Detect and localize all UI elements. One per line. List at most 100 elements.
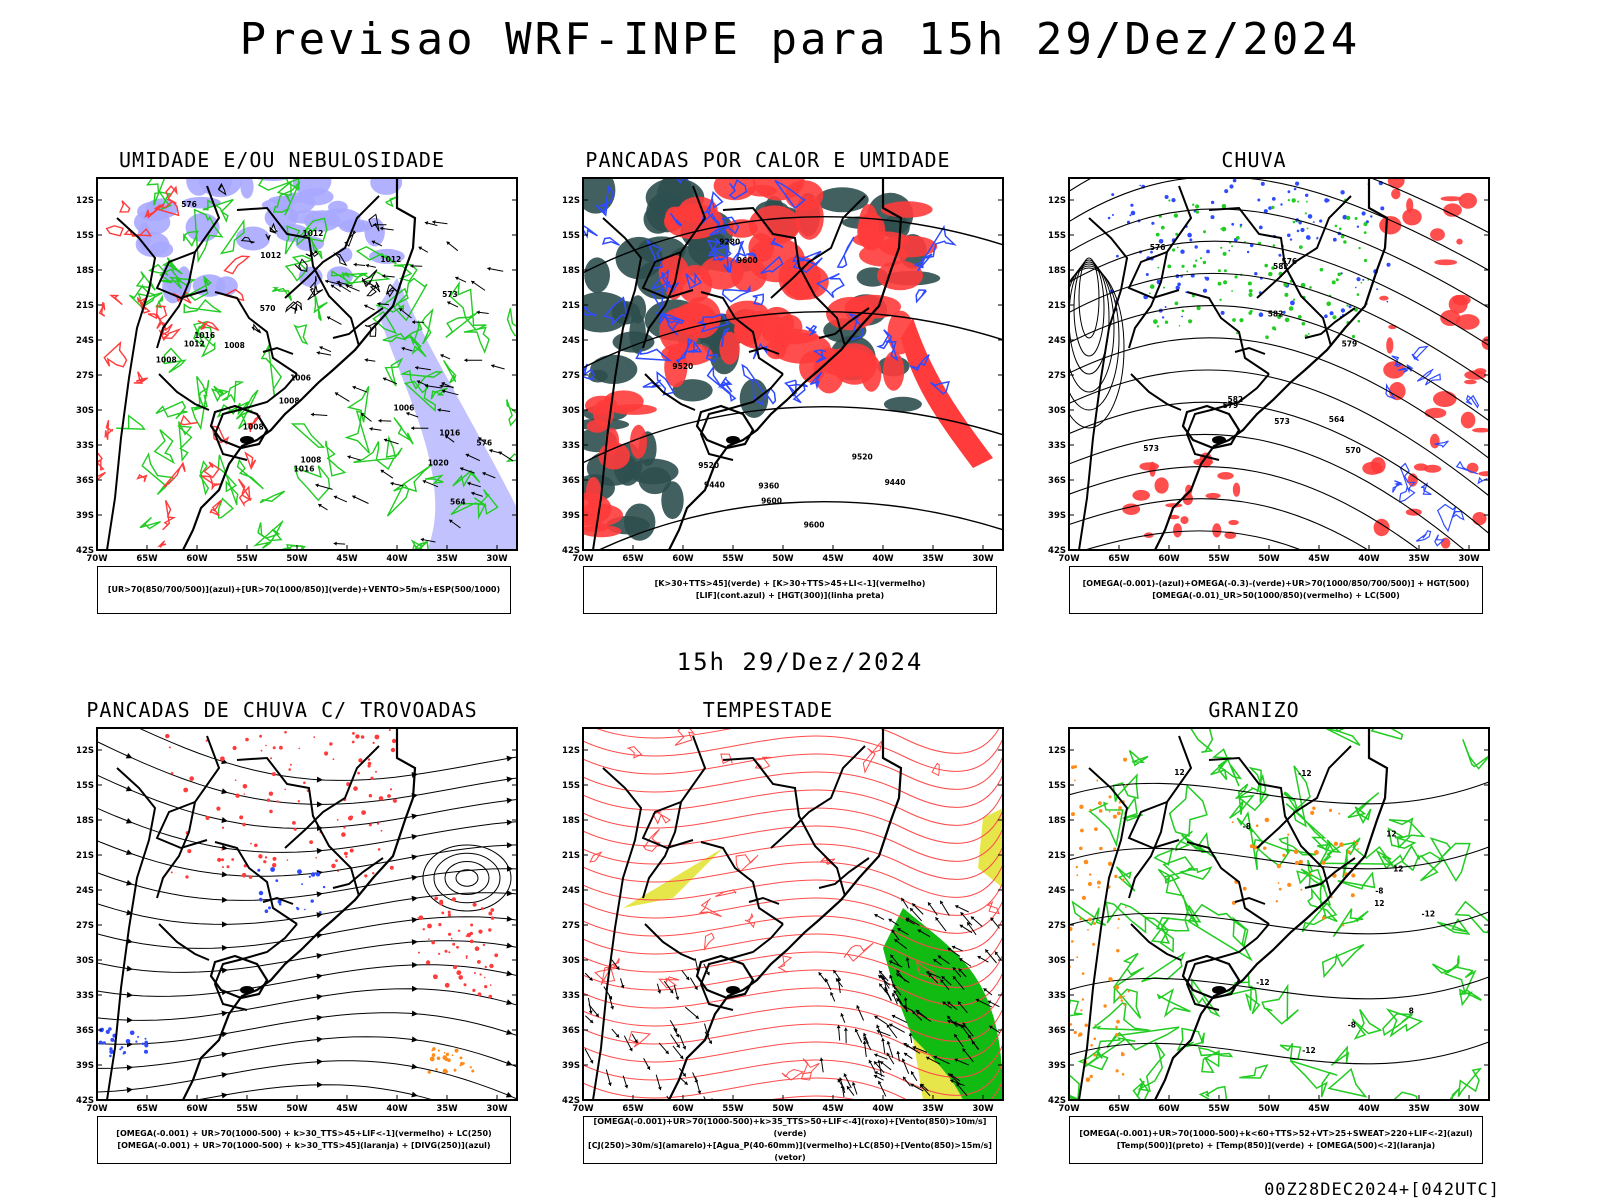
red-storm-dot (353, 786, 358, 791)
lon-tick-label: 40W (1358, 554, 1380, 564)
red-storm-dot (392, 798, 397, 803)
tts-green-area (629, 295, 647, 324)
omega-green-dot (1217, 269, 1221, 273)
divg-blue-dot (135, 1040, 138, 1043)
divg-blue-dot (301, 883, 303, 886)
wind-vector (382, 377, 398, 385)
pw-contour (915, 960, 942, 983)
map-border (96, 177, 518, 551)
thickness-contour (105, 225, 124, 237)
streamline-arrow (126, 879, 133, 886)
panel-title: TEMPESTADE (702, 698, 834, 722)
temp850-contour (1454, 900, 1489, 934)
lat-tick-label: 12S (76, 196, 94, 206)
omega500-orange-dot (1314, 850, 1319, 855)
wind850-vector (946, 1001, 958, 1011)
li-red-area (583, 492, 612, 526)
omega500-orange-dot (1094, 827, 1098, 831)
omega-blue-dot (1175, 285, 1180, 290)
omega-green-dot (1175, 232, 1179, 236)
temp850-contour (1082, 1037, 1136, 1069)
coastline (181, 728, 417, 1100)
humidity-1000-contour (235, 389, 259, 430)
humidity-1000-contour (449, 280, 487, 331)
omega500-orange-dot (1096, 880, 1101, 885)
lc850-streamline (583, 807, 1003, 844)
red-storm-dot (367, 758, 371, 761)
rain-red-area (1228, 519, 1239, 526)
omega-blue-dot (1305, 193, 1309, 197)
state-border (1130, 923, 1182, 961)
lat-tick-label: 18S (76, 816, 94, 826)
omega-blue-dot (1116, 254, 1119, 258)
contour-label: 582 (1273, 262, 1289, 271)
lif-contour (583, 363, 595, 381)
red-storm-dot (388, 729, 391, 732)
red-storm-dot (479, 973, 482, 976)
omega500-orange-dot (1263, 846, 1267, 850)
lon-tick-label: 50W (772, 554, 794, 564)
omega-blue-dot (1342, 214, 1348, 220)
humidity-1000-contour (284, 225, 301, 255)
lif-contour (583, 224, 598, 239)
red-storm-dot (241, 872, 247, 878)
omega500-orange-dot (1293, 849, 1299, 855)
wind850-vector (903, 1042, 915, 1051)
streamline-arrow (125, 818, 133, 824)
state-border (748, 896, 780, 905)
rain-red-area (1391, 188, 1401, 200)
basemap (106, 728, 417, 1100)
omega-contour (1415, 530, 1432, 542)
omega-green-dot (1153, 319, 1158, 324)
contour-label: 9360 (758, 482, 779, 491)
temp850-contour (1179, 866, 1213, 880)
state-border (642, 735, 707, 899)
omega-green-dot (1231, 245, 1233, 248)
panel-title: PANCADAS DE CHUVA C/ TROVOADAS (86, 698, 478, 722)
omega-green-dot (1217, 281, 1222, 286)
omega-blue-dot (1210, 215, 1215, 220)
lif-contour (675, 337, 694, 364)
lat-tick-label: 27S (76, 371, 94, 381)
rain-red-area (1458, 192, 1477, 209)
lat-tick-label: 21S (562, 301, 580, 311)
lon-tick-label: 60W (1158, 554, 1180, 564)
wind850-vector (655, 1074, 662, 1091)
red-storm-dot (452, 942, 456, 946)
wind850-vector (891, 1014, 908, 1024)
state-border (236, 206, 360, 347)
wind-vector (482, 471, 496, 479)
omega-blue-dot (1107, 216, 1111, 220)
red-storm-dot (378, 796, 384, 801)
omega-blue-dot (1295, 181, 1300, 186)
lat-tick-label: 33S (1048, 991, 1066, 1001)
wind-vector (324, 279, 342, 285)
temp850-contour (1168, 784, 1208, 837)
omega-green-dot (1220, 246, 1223, 249)
temp850-contour (1157, 868, 1199, 927)
lif-contour (721, 284, 751, 303)
lat-tick-label: 24S (1048, 336, 1066, 346)
humidity-1000-contour (192, 320, 208, 348)
omega500-orange-dot (1312, 806, 1316, 810)
omega-green-dot (1297, 315, 1302, 319)
tts-green-area (588, 369, 608, 383)
contour-label: 1008 (243, 422, 264, 431)
divg-blue-dot (304, 908, 306, 911)
streamline-arrow (506, 915, 513, 922)
omega500-orange-dot (1118, 801, 1121, 804)
wind850-vector (933, 1055, 950, 1065)
lat-tick-label: 33S (1048, 441, 1066, 451)
wind850-vector (903, 1052, 913, 1060)
omega-blue-dot (1164, 306, 1167, 308)
tts-green-area (584, 257, 610, 293)
temp850-contour (1332, 908, 1369, 938)
wind850-vector (819, 1057, 824, 1073)
lon-tick-label: 55W (236, 554, 258, 564)
wind850-vector (611, 959, 620, 971)
lat-tick-label: 21S (562, 851, 580, 861)
wind850-vector (935, 916, 947, 932)
wind-vector (364, 358, 376, 363)
wind850-vector (658, 1042, 670, 1055)
omega-green-dot (1155, 232, 1160, 237)
